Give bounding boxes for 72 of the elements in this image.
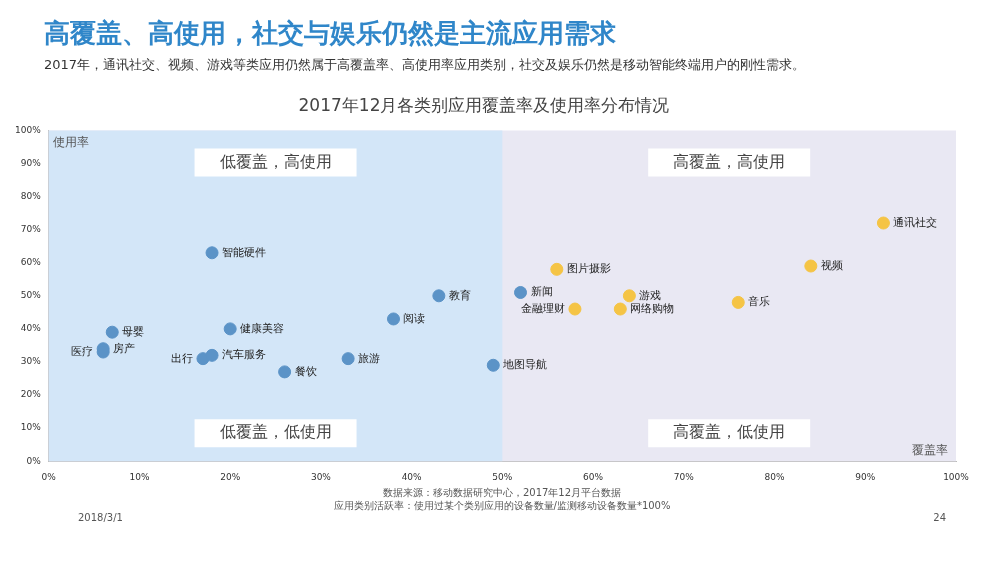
point [105,325,119,339]
y-axis-title: 使用率 [52,134,89,149]
point [223,322,237,336]
y-tick-label: 0% [26,455,42,466]
point [731,295,745,309]
point [278,365,292,379]
annotation: 新闻 [530,285,553,299]
y-tick-label: 100% [15,124,42,135]
point [622,289,636,303]
annotation: 健康美容 [240,321,285,335]
annotation: 教育 [448,288,471,302]
y-tick-label: 50% [20,290,42,301]
annotation: 地图导航 [502,358,548,372]
annotation: 智能硬件 [222,245,267,259]
y-tick-label: 80% [20,190,42,201]
x-tick-label: 60% [583,471,604,482]
annotation: 旅游 [358,351,381,365]
annotation: 图片摄影 [566,262,611,276]
source-note: 数据来源：移动数据研究中心，2017年12月平台数据 [381,486,623,499]
point [386,312,400,326]
point [876,216,890,230]
annotation: 母婴 [122,325,145,339]
annotation: 高覆盖，低使用 [673,422,786,442]
text: 24 [933,512,946,523]
annotation: 网络购物 [630,301,675,315]
point [804,259,818,273]
annotation: 高覆盖，高使用 [673,151,786,171]
point [568,302,582,316]
y-tick-label: 40% [20,323,42,334]
y-tick-label: 90% [20,157,42,168]
x-tick-label: 0% [41,471,57,482]
annotation: 游戏 [639,288,662,302]
chart-subtitle: 2017年，通讯社交、视频、游戏等类应用仍然属于高覆盖率、高使用率应用类别，社交及娱乐仍然是移动智能终端用户的刚性需求。 [43,56,807,74]
x-tick-label: 70% [673,471,695,482]
text: 2017年12月各类别应用覆盖率及使用率分布情况 [298,94,670,115]
annotation: 音乐 [748,295,771,309]
x-tick-label: 30% [310,471,332,482]
point [205,246,219,260]
y-tick-label: 30% [20,356,42,367]
y-tick-label: 70% [20,223,42,234]
annotation: 餐饮 [294,364,317,378]
text: 2018/3/1 [78,512,123,523]
annotation: 汽车服务 [222,348,267,362]
x-tick-label: 80% [764,471,785,482]
annotation: 医疗 [71,344,94,358]
text: 应用类别活跃率：使用过某个类别应用的设备数量/监测移动设备数量*100% [332,499,672,512]
point [550,262,564,276]
annotation: 通讯社交 [893,215,938,229]
annotation: 房产 [113,341,136,355]
x-tick-label: 100% [943,471,970,482]
point [205,348,219,362]
y-tick-label: 10% [20,422,42,433]
y-tick-label: 60% [20,257,42,268]
annotation: 视频 [820,258,843,272]
x-tick-label: 20% [220,471,241,482]
x-axis-title: 覆盖率 [912,443,948,458]
x-tick-label: 50% [492,471,513,482]
annotation: 金融理财 [520,301,565,315]
annotation: 低覆盖，高使用 [219,151,332,171]
annotation: 低覆盖，低使用 [219,422,332,442]
point [486,358,500,372]
x-tick-label: 10% [129,471,150,482]
x-tick-label: 90% [855,471,876,482]
x-tick-label: 40% [401,471,423,482]
y-tick-label: 20% [20,389,42,400]
annotation: 出行 [170,351,193,365]
annotation: 阅读 [403,311,426,325]
chart-title: 高覆盖、高使用，社交与娱乐仍然是主流应用需求 [44,18,616,48]
point [432,289,446,303]
point [514,285,528,299]
point [341,352,355,366]
point [613,302,627,316]
